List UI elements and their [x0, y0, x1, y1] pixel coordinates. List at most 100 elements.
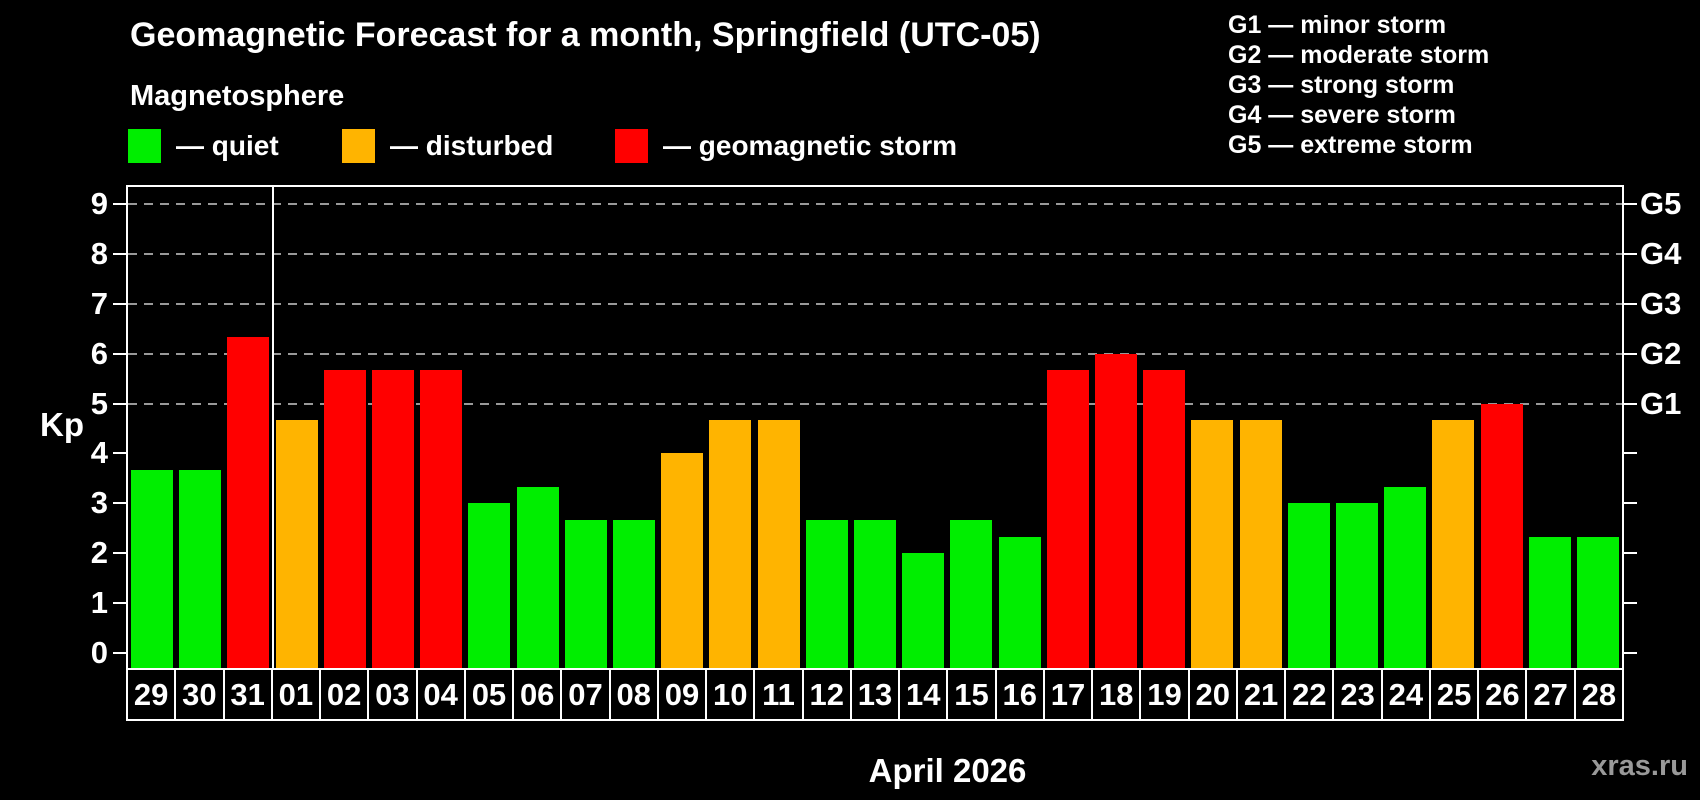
bar-day-12	[805, 519, 848, 668]
y-tick-right-4	[1624, 452, 1637, 455]
legend-item-storm: — geomagnetic storm	[615, 128, 957, 164]
magnetosphere-legend: — quiet — disturbed — geomagnetic storm	[0, 128, 1100, 168]
y-tick-label-6: 6	[90, 335, 108, 371]
bar-day-26	[1480, 403, 1523, 668]
right-axis-label-g2: G2	[1640, 335, 1682, 371]
y-tick-left-9	[113, 203, 126, 206]
bar-day-22	[1287, 503, 1330, 668]
day-label-22: 22	[1286, 670, 1333, 719]
day-label-01: 01	[272, 670, 320, 719]
storm-scale-g1: G1 — minor storm	[1228, 11, 1447, 39]
day-label-25: 25	[1430, 670, 1478, 719]
day-label-14: 14	[900, 670, 947, 719]
day-label-10: 10	[707, 670, 754, 719]
y-tick-right-3	[1624, 502, 1637, 505]
bar-day-18	[1094, 353, 1137, 668]
bar-day-02	[323, 370, 366, 668]
y-tick-right-1	[1624, 601, 1637, 604]
day-label-17: 17	[1044, 670, 1092, 719]
y-tick-right-0	[1624, 651, 1637, 654]
bar-day-04	[420, 370, 463, 668]
bar-day-28	[1576, 536, 1619, 668]
day-label-04: 04	[417, 670, 464, 719]
bar-day-14	[902, 553, 945, 668]
day-label-30: 30	[176, 670, 223, 719]
plot-area: 0 1 2 3 4 5 6 7 8 9 G1 G2 G3 G4 G5	[91, 185, 1681, 670]
y-tick-right-7	[1624, 303, 1637, 305]
bar-day-06	[516, 486, 559, 668]
bar-day-29	[131, 469, 174, 668]
y-tick-left-0	[113, 651, 126, 654]
bar-day-25	[1432, 420, 1475, 668]
day-label-06: 06	[514, 670, 561, 719]
legend-swatch-storm-icon	[615, 129, 648, 163]
bar-day-27	[1528, 536, 1571, 668]
magnetosphere-heading: Magnetosphere	[130, 80, 345, 112]
storm-scale-legend: G1 — minor storm G2 — moderate storm G3 — …	[1228, 10, 1489, 160]
gridline-kp6	[128, 352, 1622, 355]
bar-day-05	[468, 503, 511, 668]
legend-swatch-quiet-icon	[128, 129, 161, 163]
legend-item-disturbed: — disturbed	[342, 128, 553, 164]
right-axis-label-g5: G5	[1640, 186, 1682, 222]
bar-day-15	[950, 519, 993, 668]
y-tick-label-4: 4	[90, 435, 108, 471]
y-tick-left-3	[113, 502, 126, 505]
month-separator-line	[271, 187, 274, 668]
storm-scale-g3: G3 — strong storm	[1228, 71, 1455, 99]
bar-day-30	[179, 469, 222, 668]
bar-day-11	[757, 420, 800, 668]
bar-day-20	[1191, 420, 1234, 668]
day-label-20: 20	[1189, 670, 1236, 719]
y-tick-right-5	[1624, 402, 1637, 405]
x-axis-day-labels: 29 30 31 01 02 03 04 05 06 07 08 09 10 11 12 13 14 15 16 17…	[126, 668, 1624, 721]
day-label-26: 26	[1479, 670, 1526, 719]
legend-label-quiet: — quiet	[176, 130, 279, 161]
y-tick-label-5: 5	[90, 385, 108, 421]
day-label-29: 29	[128, 670, 175, 719]
day-label-24: 24	[1382, 670, 1429, 719]
chart-title: Geomagnetic Forecast for a month, Spring…	[130, 16, 1041, 54]
y-tick-left-4	[113, 452, 126, 455]
legend-item-quiet: — quiet	[128, 128, 279, 164]
day-label-15: 15	[948, 670, 995, 719]
y-tick-left-6	[113, 352, 126, 355]
right-axis-label-g3: G3	[1640, 286, 1682, 321]
y-tick-left-5	[113, 402, 126, 405]
right-axis-label-g4: G4	[1640, 236, 1682, 272]
y-tick-right-6	[1624, 352, 1637, 355]
bar-day-23	[1335, 503, 1378, 668]
day-label-09: 09	[658, 670, 706, 719]
bar-day-16	[998, 536, 1041, 668]
day-label-02: 02	[321, 670, 368, 719]
storm-scale-g2: G2 — moderate storm	[1228, 41, 1490, 69]
day-label-21: 21	[1237, 670, 1285, 719]
y-tick-label-3: 3	[90, 485, 108, 521]
gridline-kp8	[128, 253, 1622, 256]
legend-label-storm: — geomagnetic storm	[663, 130, 958, 161]
bar-day-17	[1046, 370, 1089, 668]
storm-scale-g4: G4 — severe storm	[1228, 101, 1456, 129]
y-tick-left-8	[113, 253, 126, 256]
bar-day-07	[564, 519, 607, 668]
y-tick-label-2: 2	[90, 535, 108, 570]
day-label-13: 13	[851, 670, 899, 719]
day-label-03: 03	[369, 670, 416, 719]
day-label-12: 12	[803, 670, 850, 719]
legend-swatch-disturbed-icon	[342, 129, 375, 163]
y-tick-label-7: 7	[90, 286, 108, 321]
day-label-11: 11	[755, 670, 802, 719]
y-tick-left-2	[113, 552, 126, 554]
bar-day-13	[854, 519, 896, 668]
y-tick-label-0: 0	[90, 634, 108, 670]
gridline-kp5	[128, 402, 1622, 405]
day-label-08: 08	[610, 670, 657, 719]
y-tick-label-1: 1	[90, 584, 108, 620]
day-label-28: 28	[1575, 670, 1622, 719]
y-tick-left-1	[113, 601, 126, 604]
legend-label-disturbed: — disturbed	[390, 130, 554, 161]
day-label-27: 27	[1527, 670, 1574, 719]
y-axis-title: Kp	[40, 406, 84, 443]
watermark: xras.ru	[1591, 750, 1688, 782]
